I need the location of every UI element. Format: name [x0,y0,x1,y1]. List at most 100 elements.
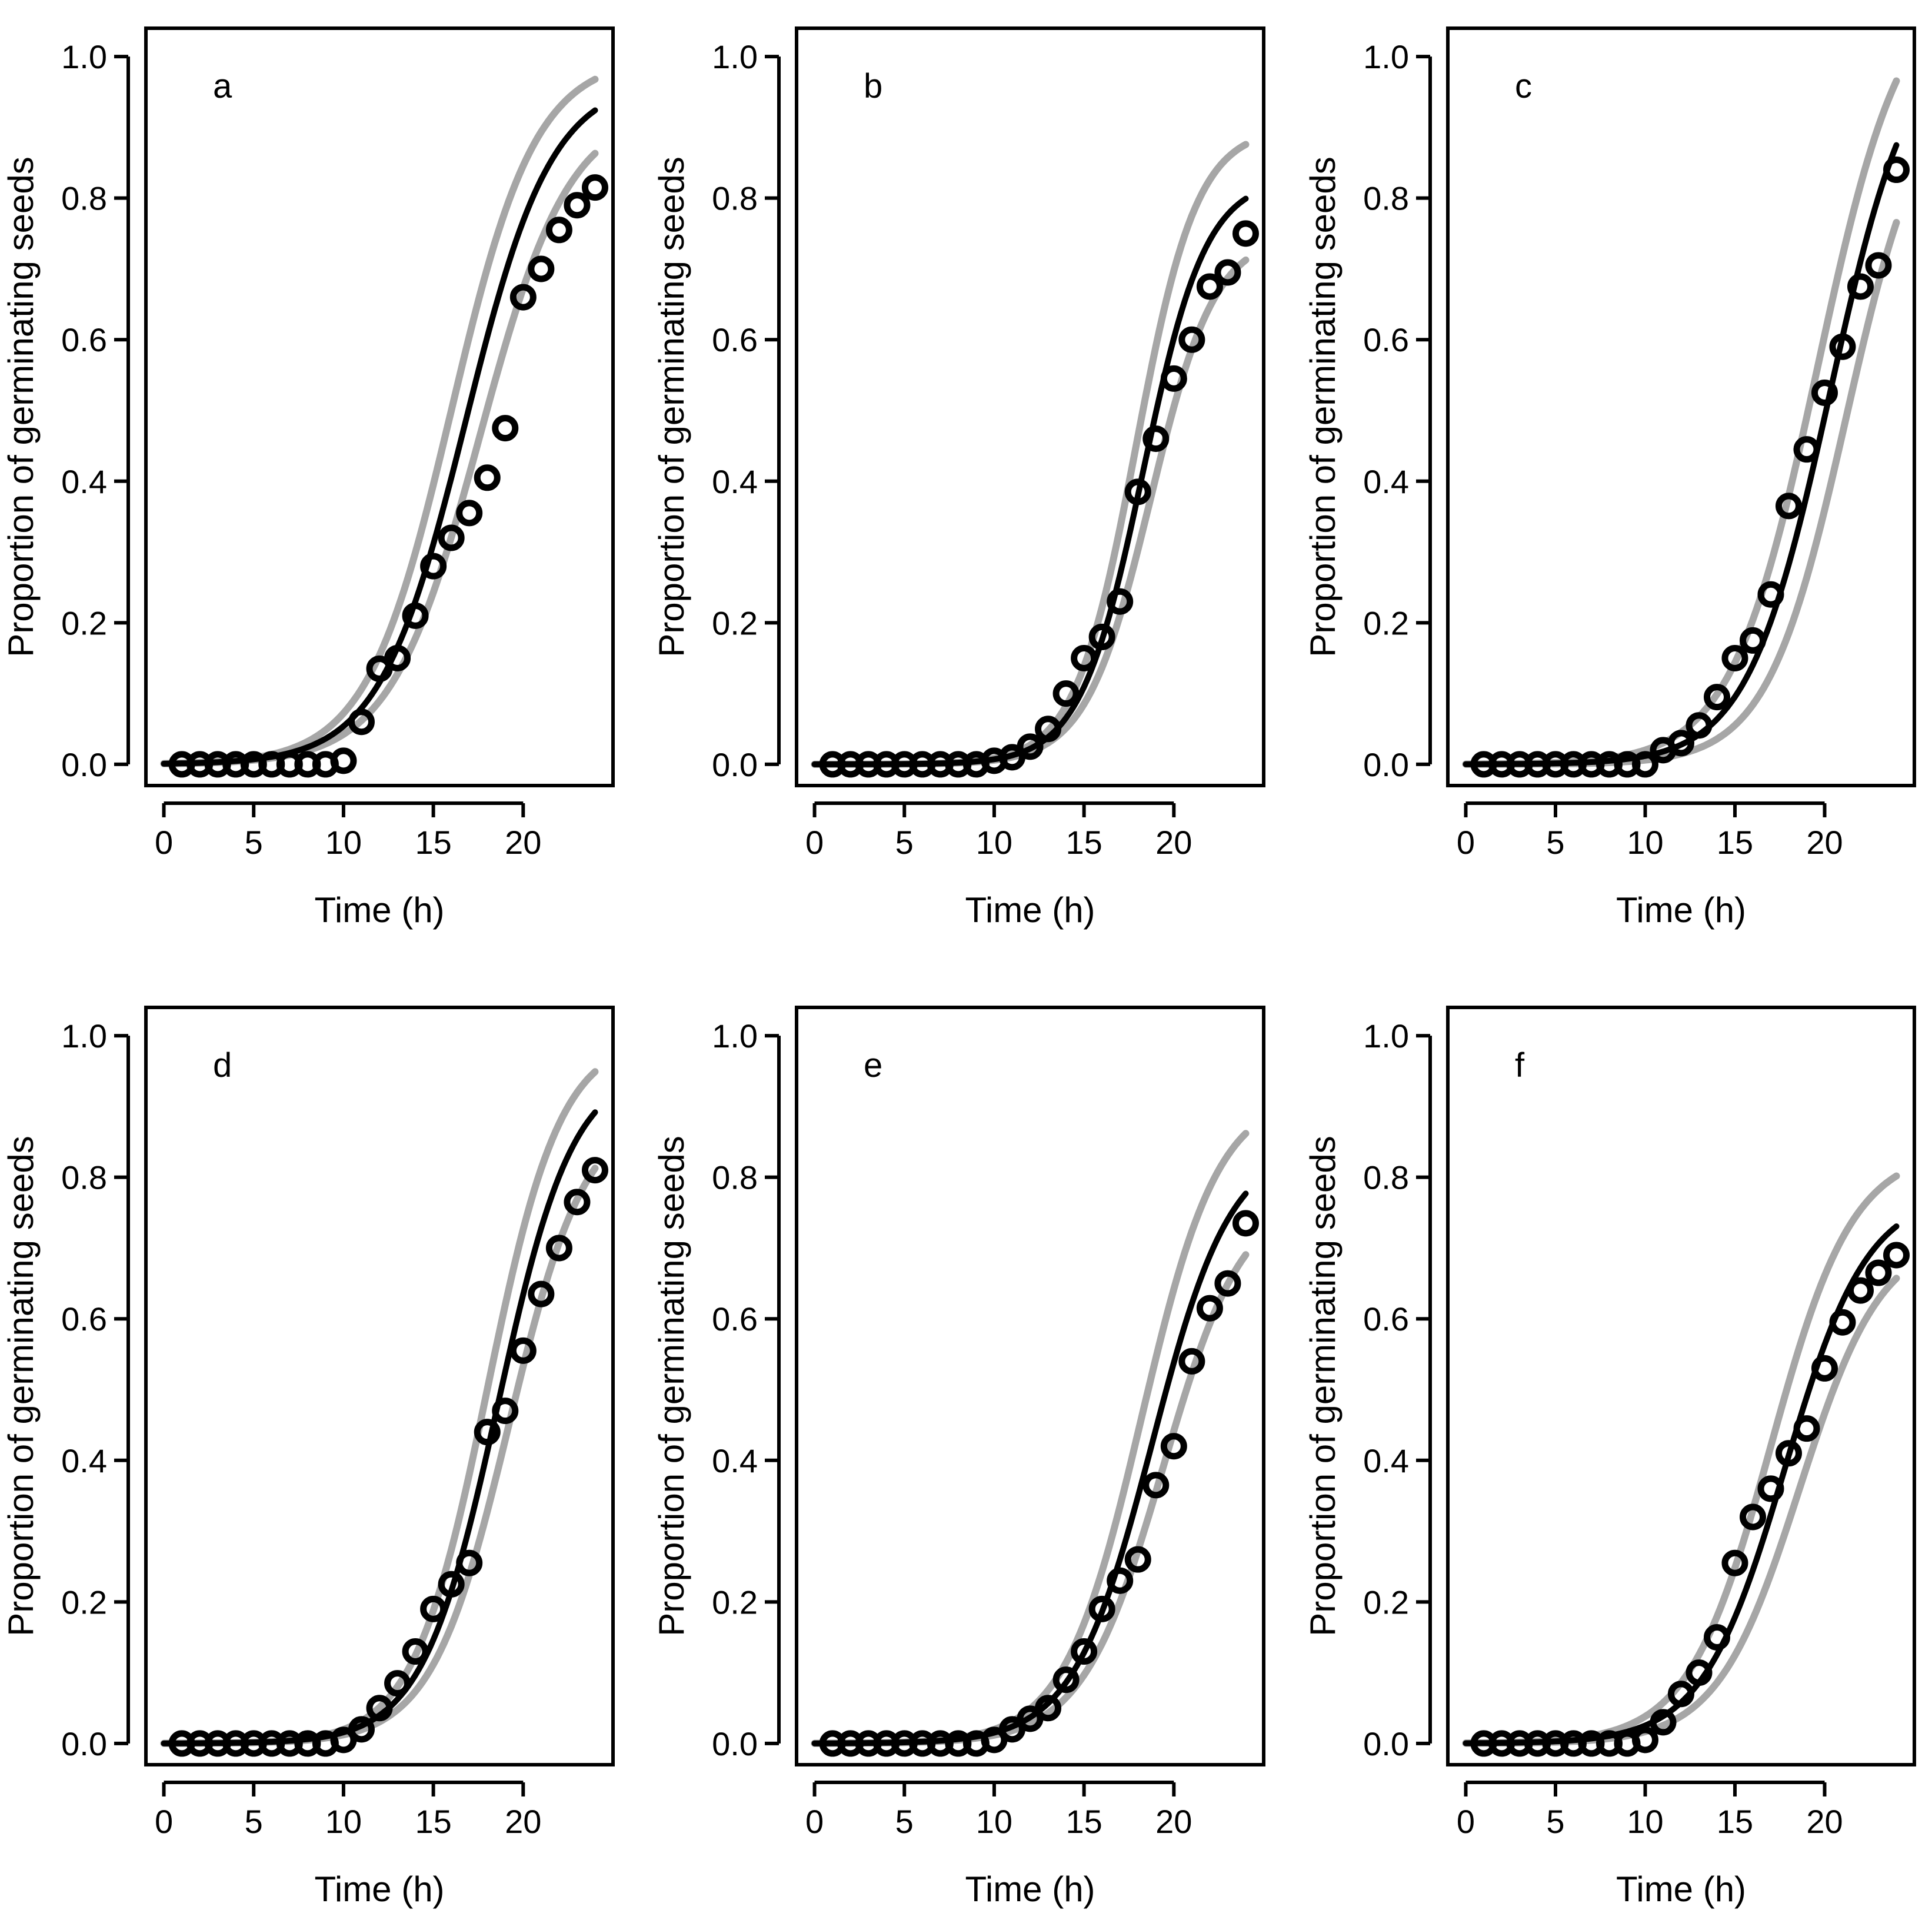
panel-f: 0 5 10 15 20 0.0 0.2 0.4 0.6 0.8 1.0 Time (h) Propor… [1303,1006,1916,1909]
x-tick-label: 10 [325,1803,362,1840]
x-tick-label: 15 [415,1803,451,1840]
x-tick-label: 15 [1065,824,1102,861]
y-tick-label: 1.0 [61,1017,107,1054]
plot-frame [1446,1006,1916,1766]
data-point [1214,259,1241,286]
panel-label: c [1515,67,1532,105]
y-tick-label: 0.0 [61,746,107,783]
y-tick-label: 1.0 [712,1017,758,1054]
plot-frame [144,1006,615,1766]
y-tick-label: 0.6 [712,1300,758,1338]
panel-b: 0 5 10 15 20 0.0 0.2 0.4 0.6 0.8 1.0 Time (h) Propor… [652,26,1265,930]
x-tick-label: 5 [245,824,263,861]
x-axis-title: Time (h) [314,890,444,930]
x-tick-label: 10 [1627,824,1663,861]
y-tick-label: 0.8 [1363,1159,1409,1196]
y-axis-title: Proportion of germinating seeds [1,1136,41,1636]
data-point [1178,1348,1205,1375]
y-tick-label: 1.0 [1363,1017,1409,1054]
data-point [1017,1705,1044,1732]
plot-frame [144,26,615,787]
y-axis-title: Proportion of germinating seeds [1,157,41,657]
data-point [492,415,519,442]
panel-label: f [1515,1046,1525,1084]
y-tick-label: 0.8 [712,1159,758,1196]
panel-label: a [213,67,232,105]
panel-label: b [864,67,882,105]
y-tick-label: 0.2 [1363,1583,1409,1621]
y-axis-title: Proportion of germinating seeds [1303,1136,1343,1636]
y-axis-title: Proportion of germinating seeds [1303,157,1343,657]
y-tick-label: 0.0 [712,1725,758,1762]
y-tick-label: 0.2 [712,604,758,641]
data-point [1232,220,1259,247]
y-tick-label: 0.0 [1363,1725,1409,1762]
data-point [1232,1210,1259,1237]
fitted-curve [1463,1223,1900,1746]
upper-confidence-band [1462,1172,1900,1747]
data-point [1632,1726,1658,1754]
panel-a: 0 5 10 15 20 0.0 0.2 0.4 0.6 0.8 1.0 Time (h) Propor… [1,26,615,930]
data-point [1196,1295,1223,1322]
fitted-curve [161,1109,598,1746]
plot-frame [1446,26,1916,787]
x-tick-label: 0 [1457,824,1475,861]
data-point [1214,1270,1241,1297]
y-tick-label: 0.8 [1363,180,1409,217]
data-point [528,1280,555,1308]
data-point [1017,733,1044,760]
y-tick-label: 0.2 [61,1583,107,1621]
data-point [581,174,608,201]
x-axis-title: Time (h) [314,1869,444,1909]
y-tick-label: 0.2 [1363,604,1409,641]
y-tick-label: 0.8 [61,1159,107,1196]
y-tick-label: 0.0 [61,1725,107,1762]
fitted-curve [811,1190,1249,1746]
data-point [564,1189,591,1216]
data-point [1124,1546,1151,1573]
data-point [1668,730,1694,757]
data-point [528,255,555,282]
x-tick-label: 20 [505,824,541,861]
x-axis-title: Time (h) [1616,890,1746,930]
data-point [456,500,483,527]
y-tick-label: 0.0 [1363,746,1409,783]
upper-confidence-band [160,1068,599,1747]
panel-d: 0 5 10 15 20 0.0 0.2 0.4 0.6 0.8 1.0 Time (h) Propor… [1,1006,615,1909]
y-tick-label: 0.2 [712,1583,758,1621]
lower-confidence-band [1462,1275,1900,1747]
y-tick-label: 0.8 [61,180,107,217]
data-point [564,192,591,219]
plot-frame [795,26,1265,787]
x-axis-title: Time (h) [1616,1869,1746,1909]
x-tick-label: 20 [1155,824,1192,861]
x-tick-label: 15 [1065,1803,1102,1840]
data-point [1776,493,1802,520]
data-point [1071,1638,1098,1665]
y-tick-label: 0.0 [712,746,758,783]
x-tick-label: 10 [325,824,362,861]
data-point [1107,588,1134,615]
x-axis-title: Time (h) [965,1869,1095,1909]
data-point [438,524,465,551]
y-tick-label: 0.4 [712,463,758,500]
data-point [1865,252,1892,279]
data-point [509,284,537,311]
data-point [1721,1549,1748,1576]
x-tick-label: 0 [155,824,173,861]
data-point [1196,273,1223,300]
data-point [1847,273,1874,300]
x-tick-label: 15 [1717,824,1753,861]
data-point [1883,1242,1910,1269]
fitted-curve [1463,142,1900,767]
y-tick-label: 0.2 [61,604,107,641]
data-point [1811,379,1838,406]
x-tick-label: 20 [1155,1803,1192,1840]
y-tick-label: 1.0 [1363,38,1409,75]
data-point [1052,680,1080,707]
y-tick-label: 0.6 [1363,1300,1409,1338]
x-tick-label: 5 [895,1803,914,1840]
x-tick-label: 20 [505,1803,541,1840]
data-point [1160,1433,1187,1460]
panel-c: 0 5 10 15 20 0.0 0.2 0.4 0.6 0.8 1.0 Time (h) Propor… [1303,26,1916,930]
